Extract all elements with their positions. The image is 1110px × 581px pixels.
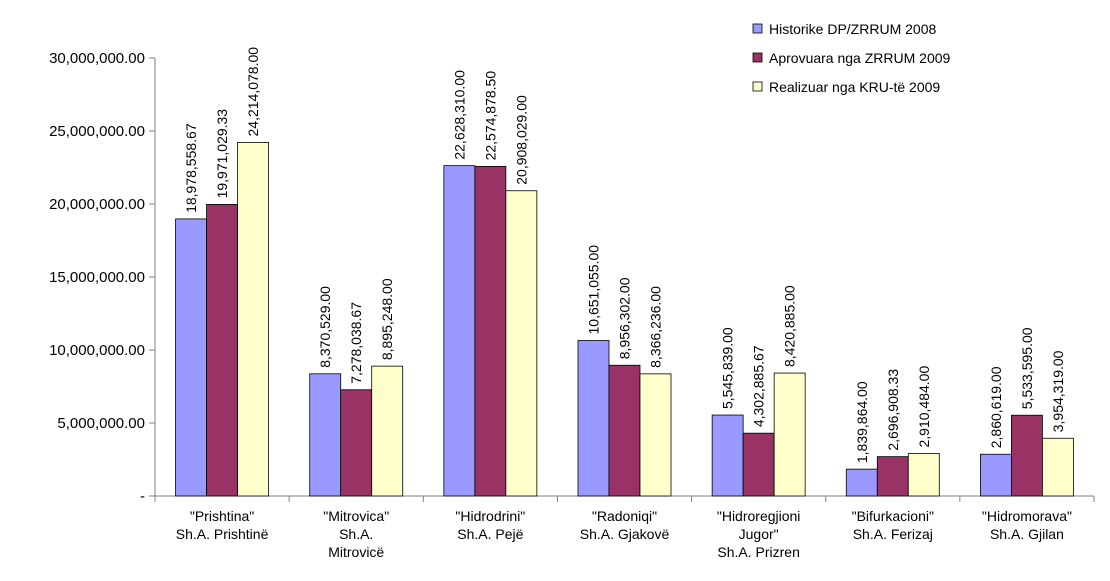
bar <box>443 165 476 497</box>
bar <box>608 364 641 497</box>
data-label: 5,533,595.00 <box>1019 327 1035 409</box>
bar <box>577 340 610 497</box>
legend-label: Realizuar nga KRU-të 2009 <box>769 79 940 95</box>
x-tick-label: "Mitrovica" <box>323 508 389 524</box>
legend: Historike DP/ZRRUM 2008 Aprovuara nga ZRR… <box>752 21 951 95</box>
bar <box>309 373 342 497</box>
data-label: 2,910,484.00 <box>916 366 932 448</box>
bar <box>371 365 404 497</box>
x-tick-label: Sh.A. Gjilan <box>990 526 1064 542</box>
legend-label: Aprovuara nga ZRRUM 2009 <box>769 50 951 66</box>
data-label: 4,302,885.67 <box>751 345 767 427</box>
data-label: 24,214,078.00 <box>245 47 261 137</box>
legend-swatch <box>752 52 763 63</box>
data-label: 19,971,029.33 <box>214 109 230 199</box>
data-label: 20,908,029.00 <box>513 95 529 185</box>
data-label: 8,895,248.00 <box>379 278 395 360</box>
data-label: 22,574,878.50 <box>482 71 498 161</box>
bar <box>1011 414 1043 497</box>
x-tick-label: "Prishtina" <box>190 508 254 524</box>
x-tick-label: "Hidromorava" <box>982 508 1072 524</box>
bar <box>639 373 672 497</box>
bar <box>237 142 269 497</box>
bars <box>175 142 1074 497</box>
data-label: 5,545,839.00 <box>720 327 736 409</box>
x-tick-label: Sh.A. <box>339 526 373 542</box>
bar <box>505 190 538 497</box>
data-label: 1,839,864.00 <box>854 381 870 463</box>
data-label: 8,366,236.00 <box>648 286 664 368</box>
data-label: 3,954,319.00 <box>1050 350 1066 432</box>
x-tick-label: Sh.A. Prishtinë <box>176 526 269 542</box>
y-tick-label: 15,000,000.00 <box>49 269 145 286</box>
x-tick-label: "Radoniqi" <box>592 508 657 524</box>
data-label: 10,651,055.00 <box>586 245 602 335</box>
x-tick-label: Jugor" <box>739 526 779 542</box>
legend-label: Historike DP/ZRRUM 2008 <box>769 21 936 37</box>
bar <box>711 414 744 497</box>
data-labels: 18,978,558.67 19,971,029.33 24,214,078.00 8… <box>183 47 1066 463</box>
x-tick-label: "Hidroregjioni <box>717 508 801 524</box>
y-axis: - 5,000,000.00 10,000,000.00 15,000,000.00 2… <box>49 50 156 505</box>
data-label: 22,628,310.00 <box>451 70 467 160</box>
legend-swatch <box>752 23 763 34</box>
data-label: 8,956,302.00 <box>617 277 633 359</box>
bar <box>742 432 775 497</box>
x-tick-label: Sh.A. Pejë <box>457 526 523 542</box>
bar <box>206 204 238 497</box>
y-tick-label: 30,000,000.00 <box>49 50 145 67</box>
bar <box>907 453 940 497</box>
data-label: 7,278,038.67 <box>348 302 364 384</box>
x-tick-label: "Hidrodrini" <box>455 508 525 524</box>
data-label: 2,696,908.33 <box>885 369 901 451</box>
x-tick-label: Mitrovicë <box>328 544 384 560</box>
x-tick-label: "Bifurkacioni" <box>852 508 934 524</box>
x-tick-label: Sh.A. Prizren <box>717 544 799 560</box>
y-tick-label: 25,000,000.00 <box>49 123 145 140</box>
bar <box>845 468 878 497</box>
legend-swatch <box>752 81 763 92</box>
bar <box>175 218 207 497</box>
bar <box>773 372 806 497</box>
bar <box>340 389 373 497</box>
data-label: 8,420,885.00 <box>782 285 798 367</box>
x-tick-label: Sh.A. Gjakovë <box>580 526 670 542</box>
bar <box>876 456 909 497</box>
bar <box>980 453 1012 497</box>
bar <box>1042 437 1074 497</box>
y-tick-label: 5,000,000.00 <box>57 415 145 432</box>
data-label: 18,978,558.67 <box>183 123 199 213</box>
y-tick-label: - <box>140 488 145 505</box>
x-tick-labels: "Prishtina" Sh.A. Prishtinë "Mitrovica" Sh.… <box>176 508 1072 560</box>
x-axis <box>154 495 1095 502</box>
y-tick-label: 20,000,000.00 <box>49 196 145 213</box>
data-label: 8,370,529.00 <box>317 286 333 368</box>
bar <box>474 166 507 497</box>
y-tick-label: 10,000,000.00 <box>49 342 145 359</box>
data-label: 2,860,619.00 <box>988 366 1004 448</box>
x-tick-label: Sh.A. Ferizaj <box>853 526 933 542</box>
